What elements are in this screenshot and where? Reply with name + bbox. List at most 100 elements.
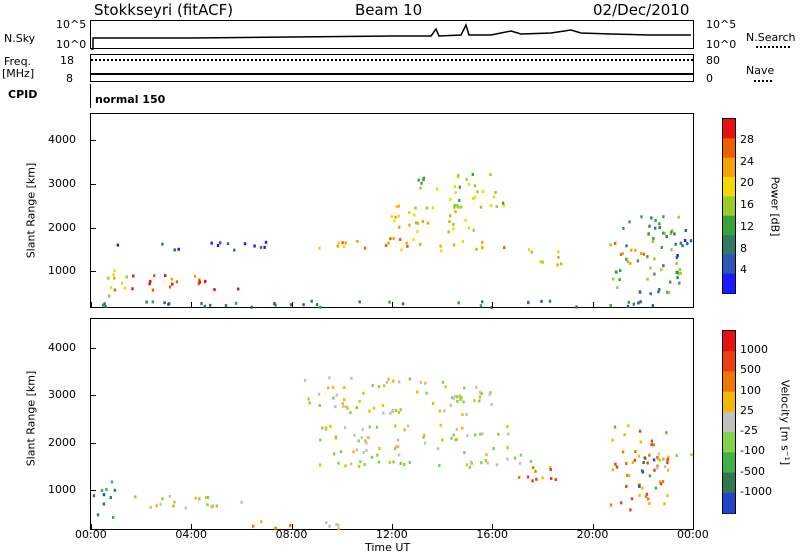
heatmap-cell: [651, 304, 655, 308]
heatmap-cell: [331, 385, 335, 389]
heatmap-cell: [652, 443, 655, 447]
heatmap-cell: [101, 303, 105, 307]
heatmap-cell: [640, 469, 644, 473]
heatmap-cell: [452, 243, 456, 247]
heatmap-cell: [151, 288, 155, 292]
heatmap-cell: [370, 455, 374, 459]
heatmap-cell: [213, 288, 216, 292]
heatmap-cell: [308, 401, 311, 405]
heatmap-cell: [503, 246, 506, 250]
colorbar-tick-label: 16: [740, 198, 754, 211]
heatmap-cell: [450, 436, 453, 440]
heatmap-cell: [219, 241, 222, 245]
heatmap-cell: [629, 261, 632, 265]
y-tick-label: 1000: [48, 264, 76, 278]
heatmap-cell: [665, 235, 668, 239]
y-tick-label: 3000: [48, 388, 76, 402]
heatmap-cell: [639, 300, 642, 304]
heatmap-cell: [495, 463, 499, 467]
heatmap-cell: [357, 464, 361, 468]
nsky-tick-bottom: 10^0: [56, 38, 87, 51]
heatmap-cell: [328, 524, 331, 528]
heatmap-cell: [549, 468, 552, 471]
heatmap-cell: [336, 244, 339, 248]
heatmap-cell: [466, 434, 469, 438]
heatmap-cell: [397, 410, 401, 414]
heatmap-cell: [665, 431, 668, 435]
heatmap-cell: [341, 402, 344, 405]
power-colorbar-label: Power [dB]: [768, 176, 782, 237]
heatmap-cell: [648, 502, 651, 505]
heatmap-cell: [684, 229, 687, 232]
heatmap-cell: [393, 447, 397, 451]
heatmap-cell: [388, 460, 391, 464]
heatmap-cell: [253, 244, 256, 248]
heatmap-cell: [389, 237, 392, 241]
heatmap-cell: [473, 399, 476, 403]
nsky-trace: [91, 22, 691, 50]
heatmap-cell: [392, 379, 395, 383]
heatmap-cell: [666, 461, 669, 465]
heatmap-cell: [623, 433, 626, 437]
heatmap-cell: [677, 272, 680, 276]
heatmap-cell: [260, 520, 263, 524]
heatmap-cell: [526, 475, 530, 479]
heatmap-cell: [134, 495, 137, 499]
colorbar-swatch: [723, 119, 735, 139]
heatmap-cell: [425, 206, 429, 210]
heatmap-cell: [611, 438, 614, 442]
heatmap-cell: [112, 273, 115, 277]
heatmap-cell: [457, 205, 460, 209]
power-panel: [90, 113, 694, 310]
heatmap-cell: [412, 238, 415, 242]
heatmap-cell: [447, 230, 450, 234]
heatmap-cell: [631, 461, 635, 464]
heatmap-cell: [198, 280, 202, 284]
heatmap-cell: [345, 405, 348, 409]
heatmap-cell: [667, 455, 670, 459]
heatmap-cell: [619, 501, 623, 505]
heatmap-cell: [638, 484, 641, 488]
nsearch-line-key: [756, 46, 790, 48]
heatmap-cell: [676, 276, 679, 280]
freq-unit: [MHz]: [2, 67, 35, 80]
heatmap-cell: [341, 241, 344, 245]
heatmap-cell: [481, 245, 484, 249]
heatmap-cell: [317, 392, 321, 396]
heatmap-cell: [171, 282, 174, 286]
heatmap-cell: [506, 425, 509, 428]
colorbar-tick-label: -500: [740, 464, 765, 478]
heatmap-cell: [332, 396, 335, 400]
nsearch-label: N.Search: [746, 31, 796, 44]
colorbar-swatch: [723, 492, 735, 514]
heatmap-cell: [396, 445, 400, 449]
heatmap-cell: [343, 386, 346, 390]
heatmap-cell: [396, 438, 400, 442]
heatmap-cell: [448, 220, 451, 223]
heatmap-cell: [502, 203, 505, 207]
heatmap-cell: [371, 383, 374, 387]
heatmap-cell: [676, 270, 679, 274]
heatmap-cell: [658, 458, 661, 462]
heatmap-cell: [480, 461, 483, 465]
heatmap-cell: [686, 242, 689, 246]
heatmap-cell: [349, 462, 353, 466]
heatmap-cell: [352, 450, 355, 454]
heatmap-cell: [198, 497, 201, 501]
heatmap-cell: [108, 294, 111, 298]
heatmap-cell: [690, 453, 693, 457]
heatmap-cell: [683, 239, 687, 242]
heatmap-cell: [361, 427, 364, 431]
nave-tick-top: 80: [706, 54, 720, 67]
heatmap-cell: [651, 240, 655, 243]
heatmap-cell: [343, 426, 347, 430]
heatmap-cell: [337, 527, 340, 531]
heatmap-cell: [481, 432, 484, 436]
heatmap-cell: [401, 302, 405, 306]
heatmap-cell: [527, 248, 531, 252]
heatmap-cell: [613, 425, 617, 429]
heatmap-cell: [649, 266, 652, 270]
x-tick-mark: [592, 524, 594, 530]
heatmap-cell: [123, 286, 127, 290]
heatmap-cell: [382, 384, 386, 388]
